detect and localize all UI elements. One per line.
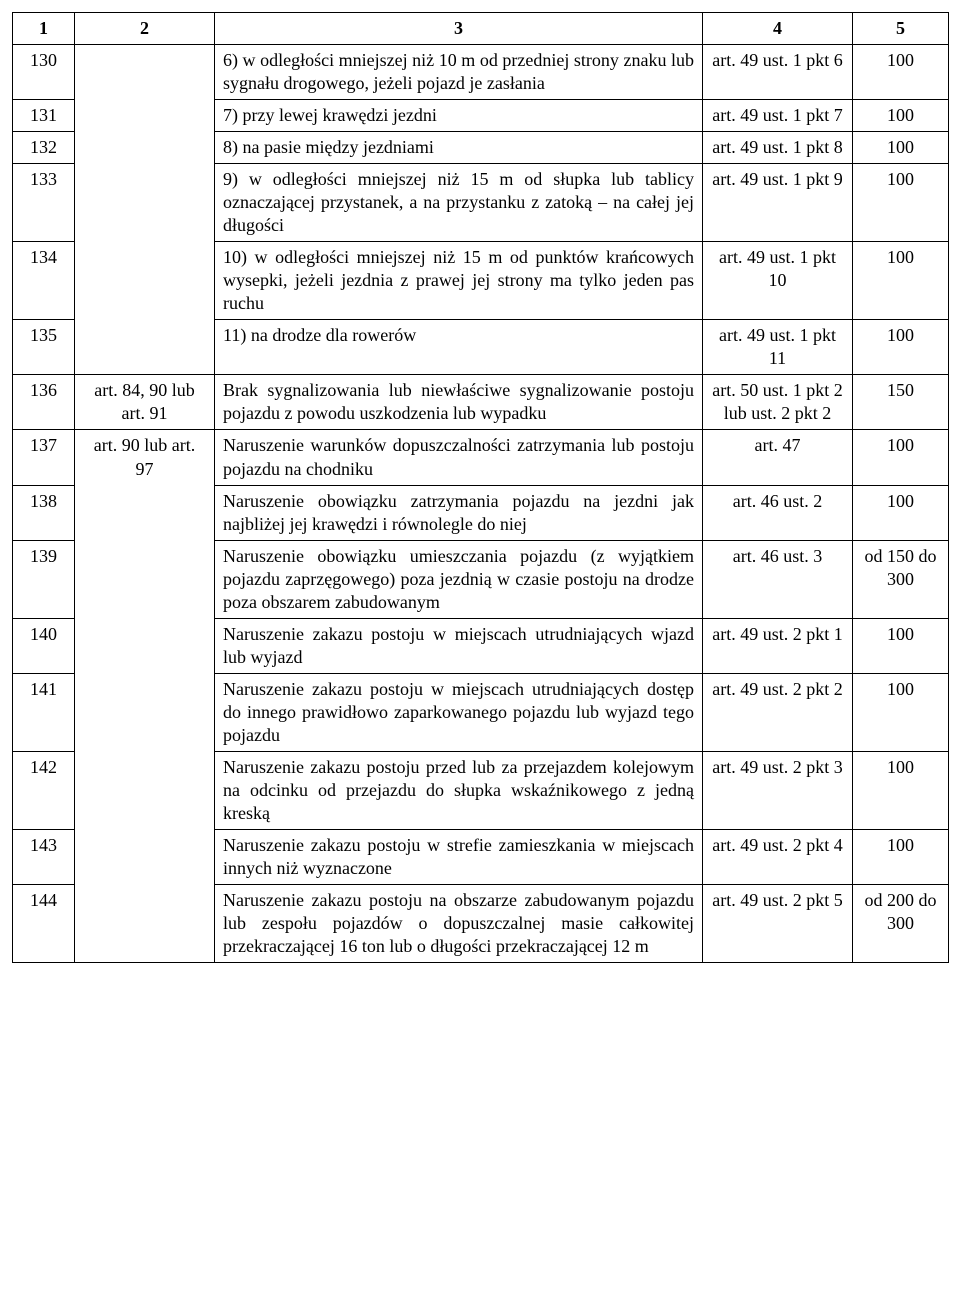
cell-basis — [75, 829, 215, 884]
header-col-4: 4 — [703, 13, 853, 45]
cell-fine: 100 — [853, 132, 949, 164]
table-row: 134 10) w odległości mniejszej niż 15 m o… — [13, 242, 949, 320]
cell-id: 132 — [13, 132, 75, 164]
cell-reference: art. 49 ust. 1 pkt 8 — [703, 132, 853, 164]
table-row: 132 8) na pasie między jezdniamiart. 49 u… — [13, 132, 949, 164]
cell-id: 141 — [13, 673, 75, 751]
cell-description: Naruszenie zakazu postoju w strefie zami… — [215, 829, 703, 884]
cell-reference: art. 49 ust. 2 pkt 1 — [703, 618, 853, 673]
cell-description: Naruszenie zakazu postoju przed lub za p… — [215, 751, 703, 829]
table-row: 136art. 84, 90 lub art. 91Brak sygnalizo… — [13, 375, 949, 430]
cell-fine: od 150 do 300 — [853, 540, 949, 618]
table-row: 144 Naruszenie zakazu postoju na obszarze… — [13, 885, 949, 963]
cell-description: 7) przy lewej krawędzi jezdni — [215, 100, 703, 132]
cell-id: 143 — [13, 829, 75, 884]
table-row: 142 Naruszenie zakazu postoju przed lub z… — [13, 751, 949, 829]
cell-description: 10) w odległości mniejszej niż 15 m od p… — [215, 242, 703, 320]
cell-reference: art. 49 ust. 1 pkt 10 — [703, 242, 853, 320]
table-header-row: 1 2 3 4 5 — [13, 13, 949, 45]
cell-id: 135 — [13, 320, 75, 375]
cell-id: 142 — [13, 751, 75, 829]
cell-reference: art. 49 ust. 2 pkt 4 — [703, 829, 853, 884]
cell-fine: 100 — [853, 164, 949, 242]
cell-basis — [75, 751, 215, 829]
cell-description: Naruszenie zakazu postoju w miejscach ut… — [215, 618, 703, 673]
cell-fine: 100 — [853, 100, 949, 132]
cell-reference: art. 49 ust. 2 pkt 3 — [703, 751, 853, 829]
cell-fine: 100 — [853, 751, 949, 829]
cell-id: 131 — [13, 100, 75, 132]
cell-basis — [75, 485, 215, 540]
cell-basis — [75, 242, 215, 320]
header-col-1: 1 — [13, 13, 75, 45]
cell-fine: 100 — [853, 829, 949, 884]
table-row: 140 Naruszenie zakazu postoju w miejscach… — [13, 618, 949, 673]
cell-id: 133 — [13, 164, 75, 242]
cell-description: Brak sygnalizowania lub niewłaściwe sygn… — [215, 375, 703, 430]
cell-reference: art. 50 ust. 1 pkt 2 lub ust. 2 pkt 2 — [703, 375, 853, 430]
cell-id: 138 — [13, 485, 75, 540]
table-row: 130 6) w odległości mniejszej niż 10 m od… — [13, 45, 949, 100]
cell-reference: art. 46 ust. 2 — [703, 485, 853, 540]
cell-id: 130 — [13, 45, 75, 100]
cell-fine: od 200 do 300 — [853, 885, 949, 963]
cell-reference: art. 49 ust. 1 pkt 6 — [703, 45, 853, 100]
cell-basis: art. 84, 90 lub art. 91 — [75, 375, 215, 430]
cell-id: 134 — [13, 242, 75, 320]
cell-fine: 100 — [853, 242, 949, 320]
table-row: 135 11) na drodze dla rowerówart. 49 ust.… — [13, 320, 949, 375]
cell-basis — [75, 885, 215, 963]
table-row: 139 Naruszenie obowiązku umieszczania poj… — [13, 540, 949, 618]
cell-basis — [75, 164, 215, 242]
cell-description: Naruszenie zakazu postoju na obszarze za… — [215, 885, 703, 963]
cell-description: Naruszenie zakazu postoju w miejscach ut… — [215, 673, 703, 751]
cell-basis — [75, 100, 215, 132]
table-row: 143 Naruszenie zakazu postoju w strefie z… — [13, 829, 949, 884]
cell-fine: 150 — [853, 375, 949, 430]
cell-fine: 100 — [853, 485, 949, 540]
table-row: 137art. 90 lub art. 97Naruszenie warunkó… — [13, 430, 949, 485]
cell-reference: art. 49 ust. 1 pkt 9 — [703, 164, 853, 242]
cell-id: 136 — [13, 375, 75, 430]
table-row: 138 Naruszenie obowiązku zatrzymania poja… — [13, 485, 949, 540]
cell-reference: art. 47 — [703, 430, 853, 485]
cell-fine: 100 — [853, 673, 949, 751]
table-row: 131 7) przy lewej krawędzi jezdniart. 49 … — [13, 100, 949, 132]
cell-basis — [75, 132, 215, 164]
table-row: 133 9) w odległości mniejszej niż 15 m od… — [13, 164, 949, 242]
cell-description: 6) w odległości mniejszej niż 10 m od pr… — [215, 45, 703, 100]
header-col-2: 2 — [75, 13, 215, 45]
cell-description: Naruszenie warunków dopuszczalności zatr… — [215, 430, 703, 485]
cell-basis: art. 90 lub art. 97 — [75, 430, 215, 485]
cell-fine: 100 — [853, 320, 949, 375]
cell-basis — [75, 45, 215, 100]
cell-description: Naruszenie obowiązku umieszczania pojazd… — [215, 540, 703, 618]
cell-fine: 100 — [853, 618, 949, 673]
cell-id: 137 — [13, 430, 75, 485]
cell-basis — [75, 618, 215, 673]
cell-fine: 100 — [853, 430, 949, 485]
table-row: 141 Naruszenie zakazu postoju w miejscach… — [13, 673, 949, 751]
cell-description: 11) na drodze dla rowerów — [215, 320, 703, 375]
cell-id: 139 — [13, 540, 75, 618]
cell-description: 9) w odległości mniejszej niż 15 m od sł… — [215, 164, 703, 242]
cell-reference: art. 49 ust. 1 pkt 11 — [703, 320, 853, 375]
cell-fine: 100 — [853, 45, 949, 100]
cell-reference: art. 49 ust. 2 pkt 5 — [703, 885, 853, 963]
header-col-5: 5 — [853, 13, 949, 45]
cell-basis — [75, 320, 215, 375]
header-col-3: 3 — [215, 13, 703, 45]
cell-reference: art. 49 ust. 2 pkt 2 — [703, 673, 853, 751]
cell-description: Naruszenie obowiązku zatrzymania pojazdu… — [215, 485, 703, 540]
cell-id: 144 — [13, 885, 75, 963]
cell-basis — [75, 540, 215, 618]
cell-description: 8) na pasie między jezdniami — [215, 132, 703, 164]
cell-reference: art. 49 ust. 1 pkt 7 — [703, 100, 853, 132]
cell-basis — [75, 673, 215, 751]
cell-reference: art. 46 ust. 3 — [703, 540, 853, 618]
legal-table: 1 2 3 4 5 130 6) w odległości mniejszej n… — [12, 12, 949, 963]
cell-id: 140 — [13, 618, 75, 673]
